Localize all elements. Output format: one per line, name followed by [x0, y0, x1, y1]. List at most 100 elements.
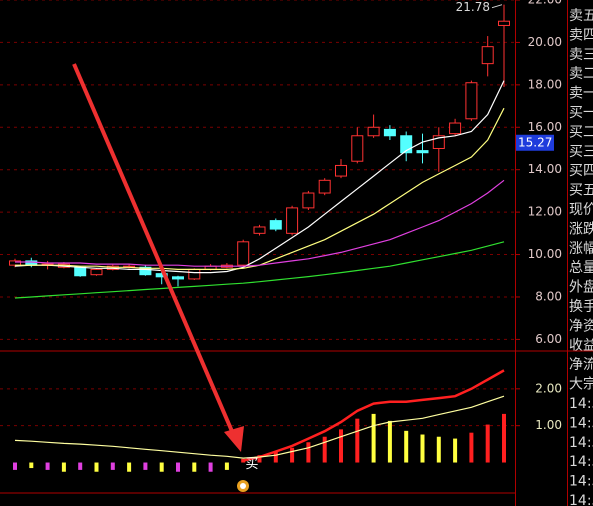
bar — [453, 438, 458, 463]
candle-body — [481, 46, 494, 65]
candle-body — [383, 128, 396, 137]
candle-body — [139, 266, 152, 276]
sidebar-label: 现价 — [569, 202, 593, 218]
bar — [436, 436, 441, 463]
line-series — [15, 107, 505, 270]
bar — [485, 424, 490, 463]
sidebar-label: 卖五 — [569, 8, 593, 24]
candle-body — [237, 241, 250, 266]
annotation-arrow — [72, 63, 244, 452]
candle-body — [90, 268, 103, 276]
bar — [502, 413, 506, 463]
sidebar-label: 买二 — [569, 124, 593, 140]
bar — [420, 434, 425, 463]
last-price-box — [516, 134, 554, 151]
bar — [208, 462, 213, 472]
sidebar-label: 买三 — [569, 144, 593, 160]
money-icon — [237, 480, 249, 492]
candle-body — [351, 135, 364, 162]
sidebar-label: 涨跌 — [569, 221, 593, 237]
sidebar-label: 卖二 — [569, 66, 593, 82]
sidebar-label: 14:5 — [569, 454, 593, 470]
candle-body — [302, 192, 315, 209]
y-tick-label: 18.00 — [528, 77, 562, 91]
sidebar-label: 总量 — [569, 260, 593, 276]
sidebar-label: 14:5 — [569, 396, 593, 412]
arrow-shaft — [72, 63, 236, 437]
y-tick-label: 2.00 — [535, 381, 562, 395]
sidebar-label: 卖三 — [569, 47, 593, 63]
sidebar-label: 14:5 — [569, 435, 593, 451]
y-tick-label: 6.00 — [535, 332, 562, 346]
bar — [61, 462, 66, 472]
candle-body — [188, 268, 201, 280]
sidebar-label: 14:5 — [569, 493, 593, 506]
bar — [387, 420, 392, 463]
sidebar-label: 外盘 — [569, 279, 593, 296]
y-tick-label: 22.00 — [528, 0, 562, 7]
max-pointer — [491, 4, 503, 9]
candle-body — [400, 135, 413, 154]
bar — [127, 462, 132, 472]
sidebar-label: 大宗 — [569, 377, 593, 393]
y-tick-label: 1.00 — [535, 418, 562, 432]
bar — [192, 462, 197, 472]
candle-body — [367, 126, 380, 137]
sidebar-label: 买五 — [569, 183, 593, 199]
y-tick-label: 16.00 — [528, 120, 562, 134]
sidebar-label: 14:5 — [569, 474, 593, 490]
bar — [45, 462, 50, 470]
bar — [78, 462, 83, 470]
bar — [371, 413, 376, 463]
y-tick-label: 8.00 — [535, 289, 562, 303]
bar — [322, 436, 327, 463]
arrow-head — [224, 426, 244, 452]
last-price: 15.27 — [518, 135, 552, 149]
bar — [404, 430, 409, 463]
candle-body — [465, 82, 478, 120]
line-series — [14, 241, 505, 299]
candle-body — [416, 150, 429, 154]
bar — [290, 447, 295, 463]
line-series — [15, 179, 505, 267]
candle-body — [449, 122, 462, 135]
bar — [13, 462, 17, 470]
sidebar-label: 涨幅 — [569, 241, 593, 257]
bar — [306, 442, 311, 463]
candle-body — [432, 135, 445, 149]
line-series — [242, 369, 505, 462]
y-tick-label: 10.00 — [528, 247, 562, 261]
bar — [339, 429, 343, 463]
bar — [469, 432, 474, 463]
candle-body — [253, 226, 266, 234]
sidebar-label: 买一 — [569, 105, 593, 121]
candle-body — [498, 20, 510, 26]
candle-body — [335, 164, 347, 177]
max-label: 21.78 — [456, 0, 490, 14]
signal-label: 买 — [245, 457, 258, 472]
candle-body — [318, 179, 331, 194]
candle-body — [172, 276, 184, 280]
y-tick-label: 20.00 — [528, 35, 562, 49]
candle-body — [74, 266, 87, 277]
line-series — [14, 80, 505, 274]
icon-dot — [240, 483, 246, 489]
bar — [159, 462, 164, 472]
sidebar-label: 14:5 — [569, 415, 593, 431]
bar — [110, 462, 115, 470]
sidebar-label: 买四 — [569, 163, 593, 179]
candle-body — [286, 207, 299, 234]
sidebar-label: 净资 — [569, 318, 593, 334]
sidebar-label: 卖一 — [569, 86, 593, 102]
sidebar-label: 净流 — [569, 357, 593, 373]
sidebar-label: 收益 — [569, 338, 593, 354]
candle-body — [155, 273, 168, 278]
bar — [94, 462, 99, 472]
y-tick-label: 14.00 — [528, 162, 562, 176]
bar — [273, 451, 278, 463]
sidebar-label: 卖四 — [569, 27, 593, 43]
bar — [224, 462, 229, 470]
